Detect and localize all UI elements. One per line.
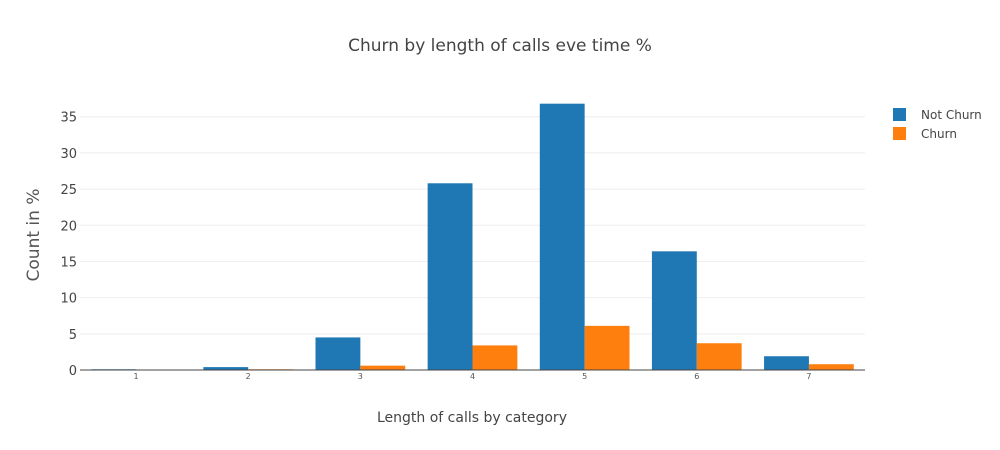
bar-churn-6[interactable] xyxy=(696,343,742,370)
x-tick-label: 5 xyxy=(582,372,587,381)
bars xyxy=(91,103,854,371)
legend-swatch[interactable] xyxy=(893,108,906,121)
chart-title: Churn by length of calls eve time % xyxy=(348,36,652,56)
y-tick-label: 0 xyxy=(69,364,77,379)
bar-churn-5[interactable] xyxy=(584,325,630,370)
legend-label[interactable]: Churn xyxy=(921,127,957,141)
x-tick-label: 7 xyxy=(806,372,811,381)
x-tick-label: 4 xyxy=(470,372,475,381)
y-tick-label: 30 xyxy=(60,147,77,162)
bar-not-churn-6[interactable] xyxy=(651,251,697,370)
x-tick-label: 6 xyxy=(694,372,699,381)
bar-churn-3[interactable] xyxy=(360,365,406,370)
y-tick-label: 35 xyxy=(60,111,77,126)
bar-not-churn-2[interactable] xyxy=(203,367,249,370)
y-axis-title: Count in % xyxy=(24,189,44,282)
x-tick-label: 3 xyxy=(358,372,363,381)
y-tick-label: 5 xyxy=(69,328,77,343)
y-tick-labels: 0 5 10 15 20 25 30 35 xyxy=(60,111,77,379)
bar-not-churn-7[interactable] xyxy=(764,356,809,370)
legend-label[interactable]: Not Churn xyxy=(921,108,982,122)
x-tick-label: 1 xyxy=(134,372,139,381)
bar-churn-4[interactable] xyxy=(472,345,518,370)
y-tick-label: 10 xyxy=(60,292,77,307)
y-tick-label: 15 xyxy=(60,255,77,270)
bar-not-churn-4[interactable] xyxy=(427,183,473,370)
x-tick-label: 2 xyxy=(246,372,251,381)
bar-not-churn-5[interactable] xyxy=(539,103,585,371)
x-axis-title: Length of calls by category xyxy=(377,410,567,426)
legend[interactable]: Not Churn Churn xyxy=(893,108,982,141)
bar-not-churn-3[interactable] xyxy=(315,337,361,370)
legend-swatch[interactable] xyxy=(893,127,906,140)
y-tick-label: 20 xyxy=(60,219,77,234)
x-tick-labels: 1 2 3 4 5 6 7 xyxy=(134,372,812,381)
bar-churn-7[interactable] xyxy=(808,364,854,370)
y-tick-label: 25 xyxy=(60,183,77,198)
